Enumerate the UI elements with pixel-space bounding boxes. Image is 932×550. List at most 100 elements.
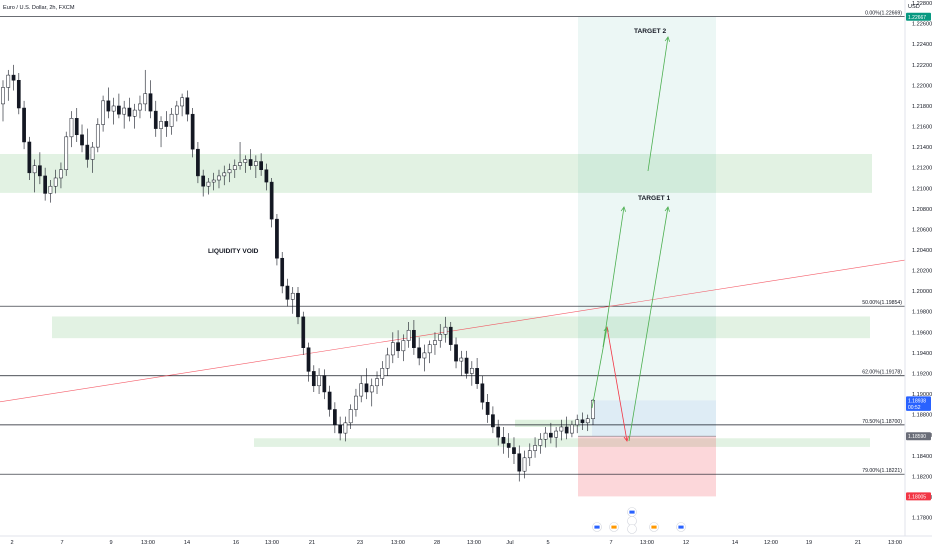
candle	[53, 169, 58, 194]
candle-body	[11, 74, 16, 81]
candle	[48, 180, 53, 203]
candle-body	[459, 357, 464, 362]
candle-body	[375, 378, 379, 387]
candle-body	[275, 218, 279, 259]
arrow-up-4[interactable]	[647, 36, 670, 172]
candle	[264, 163, 269, 191]
arrow-up-3[interactable]	[628, 206, 670, 442]
arrow-up-2[interactable]	[602, 206, 626, 348]
arrow-head	[664, 36, 670, 42]
candle	[422, 344, 427, 372]
candle-body	[343, 422, 348, 434]
event-flag	[678, 525, 684, 529]
event-icon[interactable]	[676, 522, 686, 532]
candle-body	[580, 419, 585, 424]
candle	[290, 287, 295, 314]
candle-body	[69, 118, 74, 138]
candle-body	[591, 399, 595, 419]
candle	[327, 385, 332, 417]
candle-body	[74, 118, 79, 136]
price-tick-label: 1.22800	[912, 1, 932, 7]
candle-body	[522, 457, 527, 472]
time-tick-label: 16	[233, 540, 239, 546]
time-axis[interactable]: 2 7 9 13:00 14 16 13:00 21 23 13:00 28 13:00 Jul 5 7 13…	[10, 540, 902, 546]
time-tick-label: 13:00	[888, 540, 902, 546]
candle	[238, 141, 242, 170]
candle-body	[585, 418, 590, 424]
candle-body	[269, 181, 274, 220]
arrow-shaft	[591, 326, 608, 409]
candle-body	[85, 144, 90, 160]
candle	[11, 64, 16, 91]
candle	[122, 100, 127, 129]
candle	[396, 330, 400, 359]
candle-body	[48, 185, 53, 194]
candle	[211, 172, 216, 191]
projection-arrows[interactable]	[591, 36, 670, 442]
candle-body	[196, 148, 200, 177]
candle-body	[385, 354, 390, 369]
candle-body	[390, 342, 395, 356]
candle-body	[443, 326, 448, 335]
candle	[27, 136, 32, 181]
time-tick-label: 28	[434, 540, 440, 546]
candle	[412, 319, 416, 355]
candle-body	[322, 375, 327, 393]
event-icon[interactable]	[649, 522, 659, 532]
economic-event-icons[interactable]	[592, 507, 686, 534]
candle	[475, 358, 479, 389]
candle	[585, 414, 590, 432]
price-tag-text: 1.22667	[908, 15, 926, 21]
candle	[101, 95, 105, 132]
event-icon[interactable]	[592, 522, 602, 532]
candle	[180, 93, 184, 117]
candle-body	[117, 105, 121, 115]
time-tick-label: Jul	[506, 540, 513, 546]
event-flag	[611, 525, 617, 529]
event-icon[interactable]	[627, 507, 637, 517]
candle	[348, 404, 353, 430]
candle	[512, 437, 516, 464]
candle-body	[549, 432, 553, 438]
fibonacci-levels[interactable]: 0.00%(1.22669) 50.00%(1.19854) 62.00%(1.19…	[0, 11, 905, 475]
event-icon[interactable]	[609, 522, 619, 532]
candle-body	[406, 329, 411, 341]
candle-body	[543, 432, 548, 440]
price-tick-label: 1.20000	[912, 289, 932, 295]
candle	[59, 162, 63, 189]
event-icon-stack[interactable]	[627, 524, 637, 534]
candle-body	[90, 146, 95, 160]
candle-body	[296, 292, 300, 318]
long-position-tool[interactable]	[515, 16, 716, 497]
candle	[522, 450, 527, 479]
candle-body	[159, 121, 163, 129]
price-tag-bg	[906, 402, 931, 411]
stop-zone	[578, 436, 716, 497]
candle-body	[259, 161, 263, 171]
candle	[280, 252, 285, 294]
event-icon-stack[interactable]	[627, 516, 637, 526]
candle	[201, 169, 206, 197]
candle-body	[348, 409, 353, 424]
zone-rect	[52, 316, 870, 339]
candle-body	[306, 347, 311, 372]
candle	[433, 332, 437, 355]
arrow-down[interactable]	[606, 326, 629, 442]
price-tag-text: 1.18590	[908, 434, 926, 440]
candle-body	[527, 450, 532, 459]
price-tick-label: 1.21000	[912, 186, 932, 192]
candle	[190, 108, 195, 158]
candle	[564, 416, 569, 440]
candle-body	[264, 169, 269, 183]
candle	[580, 412, 585, 431]
candle	[148, 80, 153, 119]
candle	[74, 108, 79, 142]
candle	[343, 416, 348, 442]
candle	[169, 108, 174, 135]
candle	[380, 361, 385, 386]
candle	[311, 365, 316, 392]
chart-title: Euro / U.S. Dollar, 2h, FXCM	[3, 5, 75, 11]
